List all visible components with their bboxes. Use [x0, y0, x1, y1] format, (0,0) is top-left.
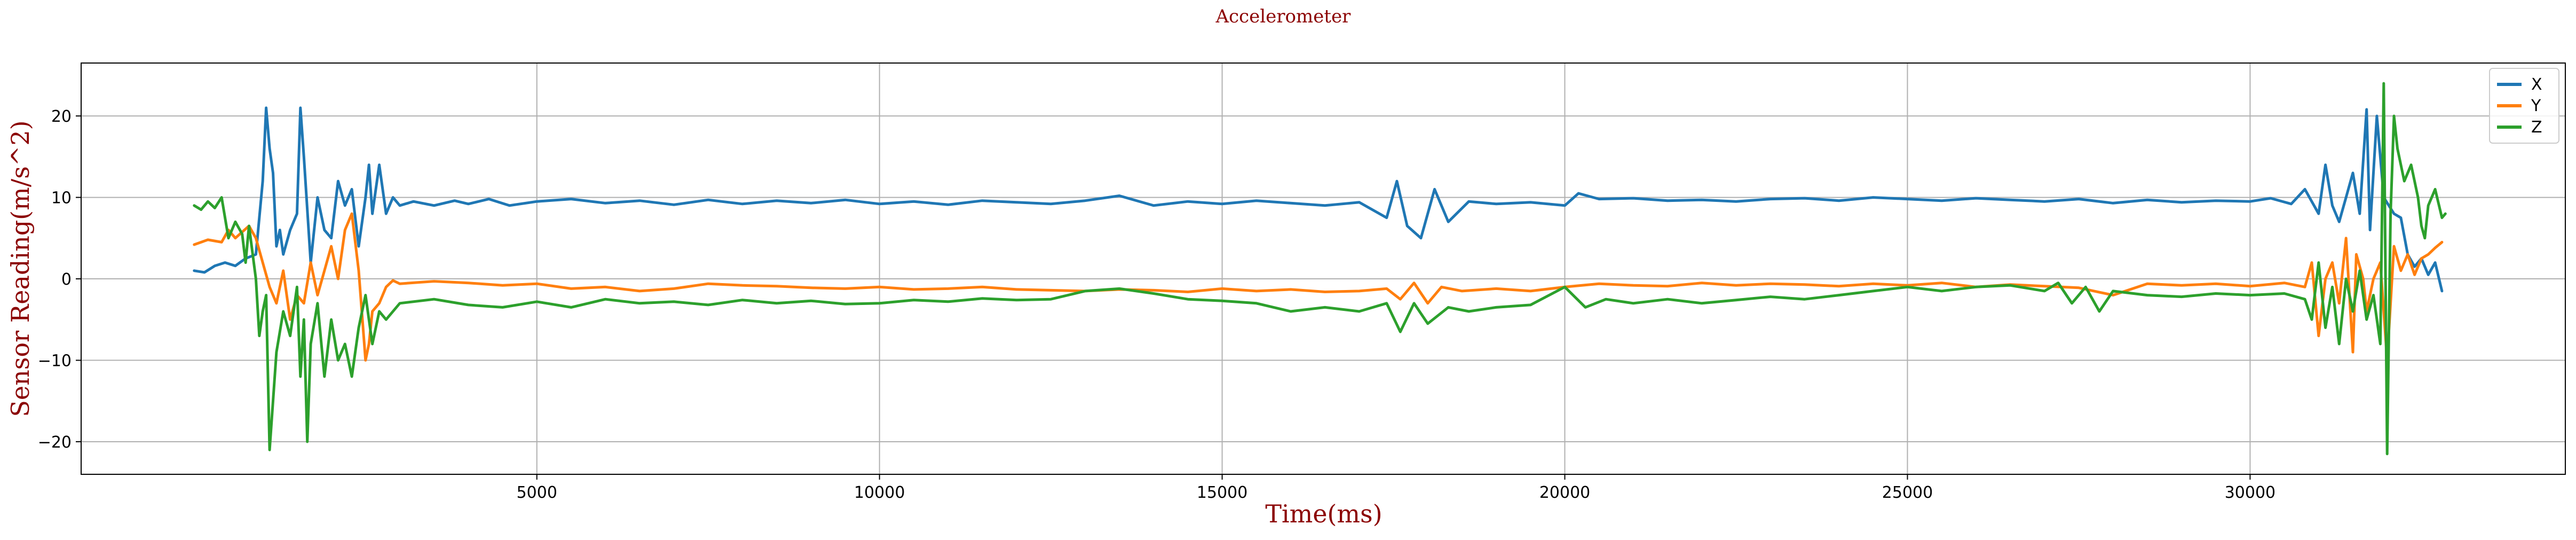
x-axis-ticks: 5000 10000 15000 20000 25000 30000 — [517, 474, 2275, 502]
y-tick-label: 0 — [61, 270, 72, 289]
y-axis-ticks: −20 −10 0 10 20 — [38, 107, 81, 452]
series-line-x — [193, 106, 2444, 293]
series-line-z — [193, 82, 2447, 456]
legend-label-z: Z — [2531, 118, 2542, 137]
x-tick-label: 25000 — [1882, 483, 1933, 502]
series-line-y — [193, 212, 2444, 362]
y-tick-label: 20 — [51, 107, 72, 126]
y-tick-label: −20 — [38, 433, 72, 452]
x-tick-label: 10000 — [854, 483, 905, 502]
y-tick-label: −10 — [38, 352, 72, 371]
legend-label-x: X — [2531, 75, 2542, 94]
legend-label-y: Y — [2531, 97, 2541, 115]
x-tick-label: 20000 — [1539, 483, 1590, 502]
x-tick-label: 5000 — [517, 483, 557, 502]
chart-title: Accelerometer — [1215, 6, 1352, 27]
x-tick-label: 15000 — [1197, 483, 1247, 502]
x-axis-label: Time(ms) — [1265, 499, 1382, 528]
y-axis-label: Sensor Reading(m/s^2) — [6, 120, 35, 417]
legend: XYZ — [2489, 68, 2559, 144]
x-tick-label: 30000 — [2225, 483, 2275, 502]
legend-box — [2489, 68, 2559, 144]
plot-frame — [81, 62, 2566, 475]
grid — [81, 63, 2565, 474]
series-lines — [193, 82, 2447, 456]
y-tick-label: 10 — [51, 189, 72, 208]
